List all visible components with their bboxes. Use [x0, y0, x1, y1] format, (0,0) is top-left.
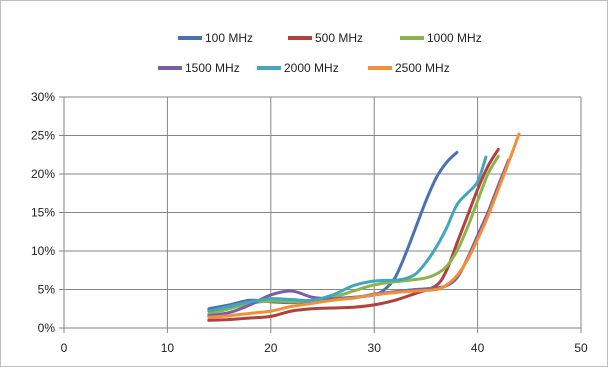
legend-label: 500 MHz [315, 31, 363, 45]
y-tick-labels: 0% 5% 10% 15% 20% 25% 30% [31, 90, 55, 335]
series-line-2000-mhz [207, 155, 488, 313]
y-tick-label: 30% [31, 90, 55, 104]
x-tick-labels: 0 10 20 30 40 50 [61, 341, 588, 355]
legend-item-1500-mhz: 1500 MHz [158, 61, 240, 75]
x-tick-label: 50 [574, 341, 588, 355]
y-tick-label: 0% [38, 321, 56, 335]
x-tick-label: 10 [161, 341, 175, 355]
legend-item-2500-mhz: 2500 MHz [368, 61, 450, 75]
legend-item-500-mhz: 500 MHz [288, 31, 363, 45]
y-tick-label: 15% [31, 206, 55, 220]
axes [63, 97, 581, 329]
legend-label: 2000 MHz [284, 61, 339, 75]
y-tick-label: 20% [31, 167, 55, 181]
x-tick-label: 40 [471, 341, 485, 355]
y-tick-label: 25% [31, 129, 55, 143]
grid [59, 96, 582, 333]
y-tick-label: 5% [38, 283, 56, 297]
legend-item-100-mhz: 100 MHz [178, 31, 253, 45]
series-line-1000-mhz [207, 154, 500, 316]
legend: 100 MHz 500 MHz 1000 MHz 1500 MHz 2000 MHz 25… [158, 31, 482, 75]
legend-label: 1500 MHz [185, 61, 240, 75]
legend-label: 1000 MHz [427, 31, 482, 45]
x-tick-label: 20 [264, 341, 278, 355]
legend-label: 2500 MHz [395, 61, 450, 75]
x-tick-label: 30 [368, 341, 382, 355]
y-tick-label: 10% [31, 244, 55, 258]
x-tick-label: 0 [61, 341, 68, 355]
series-line-2500-mhz [207, 132, 521, 319]
legend-item-2000-mhz: 2000 MHz [257, 61, 339, 75]
legend-item-1000-mhz: 1000 MHz [400, 31, 482, 45]
legend-label: 100 MHz [205, 31, 253, 45]
series-line-500-mhz [207, 147, 500, 322]
series-lines [207, 132, 521, 322]
series-line-100-mhz [207, 150, 459, 311]
